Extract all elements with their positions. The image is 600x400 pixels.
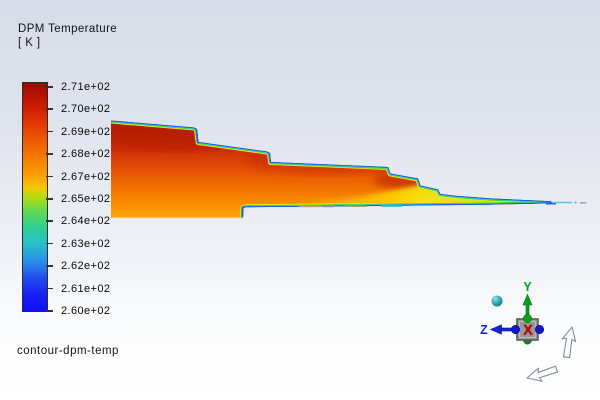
z-axis-ball-left xyxy=(510,324,521,335)
colorbar-label: 2.62e+02 xyxy=(61,260,111,273)
colorbar-label: 2.63e+02 xyxy=(61,237,111,250)
colorbar-label: 2.70e+02 xyxy=(61,103,111,116)
tail-specks xyxy=(546,201,587,205)
colorbar-tick xyxy=(46,175,53,178)
rotate-arrow-up-icon[interactable] xyxy=(557,324,580,360)
hot-core-region xyxy=(111,121,255,151)
z-axis-arrowhead xyxy=(489,324,502,335)
z-axis-label: Z xyxy=(480,323,488,337)
colorbar-tick xyxy=(46,220,53,222)
colorbar-tick xyxy=(46,86,53,88)
y-axis-ball xyxy=(523,314,532,323)
legend-title-line1: DPM Temperature xyxy=(18,23,118,35)
colorbar-label: 2.68e+02 xyxy=(61,148,111,161)
legend-title-units: [ K ] xyxy=(18,37,41,49)
legend-title: DPM Temperature [ K ] xyxy=(18,22,117,50)
colorbar-tick xyxy=(46,310,53,312)
axis-triad[interactable]: X Y Z xyxy=(480,280,545,345)
colorbar-tick xyxy=(46,130,53,133)
hot-right-region xyxy=(373,167,523,193)
colorbar-label: 2.65e+02 xyxy=(61,193,111,205)
colorbar-tick xyxy=(46,265,53,267)
colorbar-label: 2.61e+02 xyxy=(61,282,111,295)
colorbar: 2.71e+02 2.70e+02 2.69e+02 2.68e+02 2.67e+02… xyxy=(0,0,130,340)
colorbar-label: 2.64e+02 xyxy=(61,215,111,228)
contour-name-label: contour-dpm-temp xyxy=(17,345,119,357)
colorbar-tick xyxy=(46,153,53,155)
particle-sphere xyxy=(491,295,503,307)
colorbar-tick xyxy=(46,242,53,245)
colorbar-tick xyxy=(46,108,53,110)
colorbar-label: 2.67e+02 xyxy=(61,170,111,183)
colorbar-tick xyxy=(46,198,53,200)
x-axis-label: X xyxy=(523,323,532,338)
z-axis-ball-right xyxy=(534,324,545,335)
colorbar-label: 2.69e+02 xyxy=(61,125,111,138)
rotate-arrow-left-icon[interactable] xyxy=(524,363,560,386)
colorbar-label: 2.60e+02 xyxy=(61,305,111,317)
bottom-edge-segments xyxy=(299,205,402,208)
y-axis-label: Y xyxy=(523,280,532,294)
contour-plume xyxy=(111,120,587,218)
colorbar-tick xyxy=(46,287,53,290)
colorbar-gradient xyxy=(22,82,48,312)
colorbar-label: 2.71e+02 xyxy=(61,81,111,93)
y-axis-arrowhead xyxy=(522,293,533,306)
